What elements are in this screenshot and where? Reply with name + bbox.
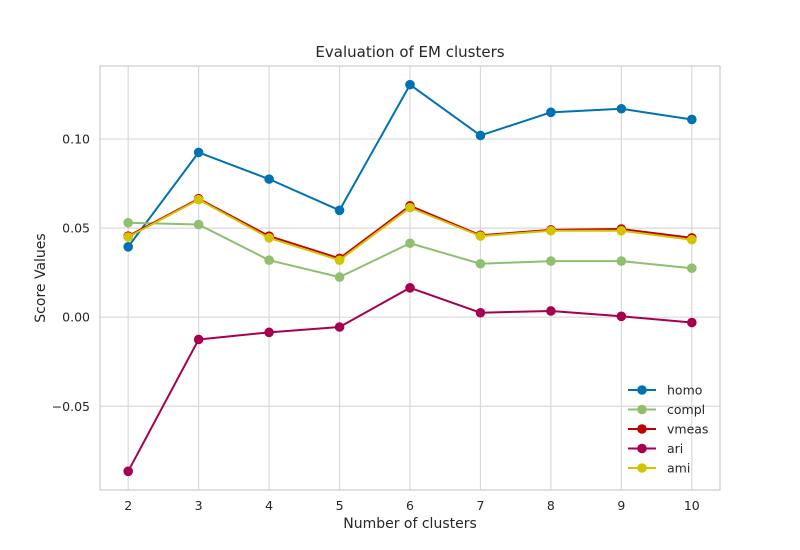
data-point-ami xyxy=(616,225,627,236)
legend-item-homo: homo xyxy=(628,383,702,398)
data-point-compl xyxy=(687,263,697,274)
legend-swatch-marker xyxy=(637,463,647,473)
data-point-ari xyxy=(334,322,345,332)
data-point-ari xyxy=(264,327,274,338)
x-tick-label: 8 xyxy=(547,498,555,513)
chart-title: Evaluation of EM clusters xyxy=(315,43,504,61)
data-point-compl xyxy=(616,256,627,266)
x-tick-label: 4 xyxy=(265,498,273,513)
x-tick-label: 7 xyxy=(476,498,484,513)
series-homo xyxy=(123,79,697,252)
data-point-ami xyxy=(405,202,415,213)
x-tick-label: 10 xyxy=(684,498,700,513)
x-tick-label: 5 xyxy=(336,498,344,513)
data-point-ami xyxy=(264,233,274,243)
x-tick-label: 6 xyxy=(406,498,414,513)
x-tick-label: 3 xyxy=(195,498,203,513)
data-point-homo xyxy=(264,174,274,184)
data-point-homo xyxy=(193,147,204,158)
x-axis-label: Number of clusters xyxy=(343,516,477,532)
data-point-ami xyxy=(123,232,133,242)
legend-swatch-marker xyxy=(637,424,647,434)
series-compl xyxy=(123,217,697,282)
legend-label: homo xyxy=(667,383,702,398)
x-tick-labels: 2 3 4 5 6 7 8 9 10 xyxy=(124,498,700,513)
y-tick-labels: 0.10 0.05 0.00 −0.05 xyxy=(52,132,90,414)
data-point-homo xyxy=(334,205,345,216)
legend-item-compl: compl xyxy=(628,402,705,417)
data-point-ami xyxy=(546,225,556,236)
data-point-compl xyxy=(475,258,486,269)
x-tick-label: 9 xyxy=(617,498,625,513)
data-point-compl xyxy=(123,217,133,228)
data-point-homo xyxy=(687,114,697,125)
data-point-homo xyxy=(123,242,133,252)
data-point-ari xyxy=(475,307,486,318)
data-point-ari xyxy=(123,466,133,477)
series-lines xyxy=(123,79,697,477)
series-ari xyxy=(123,282,697,477)
data-point-ari xyxy=(405,282,415,293)
data-point-ami xyxy=(687,234,697,245)
plot-frame xyxy=(99,65,721,491)
data-point-ami xyxy=(475,231,486,241)
legend-label: ari xyxy=(667,441,683,456)
y-tick-label: −0.05 xyxy=(52,399,90,414)
y-tick-label: 0.00 xyxy=(62,310,90,325)
data-point-ari xyxy=(193,334,204,345)
y-axis-label: Score Values xyxy=(33,233,49,322)
data-point-compl xyxy=(193,219,204,230)
data-point-compl xyxy=(405,238,415,249)
legend-swatch-marker xyxy=(637,443,647,454)
data-point-compl xyxy=(546,256,556,266)
data-point-homo xyxy=(546,107,556,118)
series-ami xyxy=(123,194,697,265)
data-point-ari xyxy=(546,306,556,316)
data-point-homo xyxy=(616,103,627,114)
data-point-ami xyxy=(334,255,345,265)
legend-item-vmeas: vmeas xyxy=(628,422,708,437)
legend-label: ami xyxy=(667,461,690,476)
data-point-homo xyxy=(405,79,415,90)
legend-label: compl xyxy=(667,402,705,417)
data-point-compl xyxy=(334,272,345,282)
data-point-compl xyxy=(264,255,274,265)
data-point-homo xyxy=(475,130,486,141)
data-point-ari xyxy=(687,317,697,328)
y-tick-label: 0.05 xyxy=(62,221,90,236)
legend-swatch-marker xyxy=(637,385,647,395)
legend-item-ami: ami xyxy=(628,461,690,476)
legend-item-ari: ari xyxy=(628,441,683,456)
data-point-ari xyxy=(616,311,627,322)
legend: homo compl vmeas ari ami xyxy=(628,383,708,476)
y-tick-label: 0.10 xyxy=(62,132,90,147)
x-tick-label: 2 xyxy=(124,498,132,513)
data-point-ami xyxy=(193,194,204,205)
legend-label: vmeas xyxy=(667,422,708,437)
legend-swatch-marker xyxy=(637,404,647,415)
